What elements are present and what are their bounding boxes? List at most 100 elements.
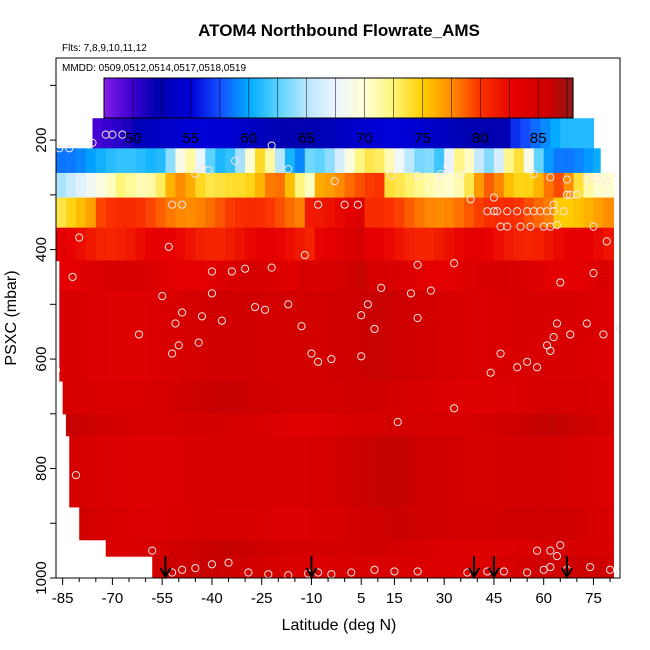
heatmap-cell xyxy=(318,435,329,508)
heatmap-cell xyxy=(155,197,167,229)
colorbar-cell xyxy=(239,78,243,118)
colorbar-cell xyxy=(419,78,422,118)
heatmap-cell xyxy=(576,290,588,382)
heatmap-cell xyxy=(205,172,216,199)
heatmap-cell xyxy=(165,197,177,229)
heatmap-cell xyxy=(89,290,100,382)
heatmap-cell xyxy=(590,118,595,149)
flight-point xyxy=(413,313,422,323)
heatmap-cell xyxy=(596,435,608,508)
heatmap-cell xyxy=(507,260,518,292)
heatmap-cell xyxy=(606,290,614,382)
heatmap-cell xyxy=(497,260,508,292)
heatmap-cell xyxy=(540,118,551,149)
colorbar-cell xyxy=(257,78,261,118)
flight-point xyxy=(88,138,97,147)
heatmap-cell xyxy=(507,506,518,541)
heatmap-cell xyxy=(65,148,77,174)
colorbar-cell xyxy=(567,78,570,118)
heatmap-cell xyxy=(138,380,150,415)
colorbar-cell xyxy=(339,78,343,118)
heatmap-cell xyxy=(354,197,366,229)
colorbar-cell xyxy=(507,78,510,118)
heatmap-cell xyxy=(145,172,157,199)
heatmap-cell xyxy=(391,118,402,149)
heatmap-cell xyxy=(132,118,143,149)
heatmap-cell xyxy=(377,556,389,578)
heatmap-cell xyxy=(192,118,203,149)
heatmap-cell xyxy=(168,506,180,541)
heatmap-cell xyxy=(454,197,465,229)
heatmap-cell xyxy=(371,118,382,149)
colorbar-cell xyxy=(227,78,231,118)
colorbar-cell xyxy=(465,78,468,118)
heatmap-cell xyxy=(381,118,392,149)
heatmap-cell xyxy=(288,435,299,508)
colorbar-cell xyxy=(445,78,448,118)
heatmap-cell xyxy=(278,290,289,382)
heatmap-cell xyxy=(527,556,538,578)
colorbar-cell xyxy=(285,78,289,118)
x-tick-label: 5 xyxy=(357,590,365,607)
colorbar-cell xyxy=(463,78,466,118)
heatmap-cell xyxy=(417,539,429,557)
flight-point xyxy=(523,207,532,216)
heatmap-cell xyxy=(198,380,210,415)
flight-point xyxy=(207,289,217,298)
flight-point xyxy=(523,568,532,577)
heatmap-cell xyxy=(493,172,505,199)
heatmap-cell xyxy=(361,118,372,149)
heatmap-cell xyxy=(434,148,445,174)
colorbar-cell xyxy=(335,78,339,118)
flight-point xyxy=(529,207,538,216)
colorbar-cell xyxy=(561,78,564,118)
heatmap-cell xyxy=(115,227,127,262)
colorbar-cell xyxy=(429,78,432,118)
heatmap-cell xyxy=(308,539,319,557)
colorbar-cell xyxy=(565,78,568,118)
flight-point xyxy=(436,169,445,179)
colorbar-cell xyxy=(155,78,159,118)
heatmap-cell xyxy=(188,539,200,557)
heatmap-cell xyxy=(434,227,445,262)
flight-point xyxy=(516,222,525,231)
colorbar-cell xyxy=(343,78,347,118)
heatmap-cell xyxy=(357,413,369,437)
heatmap-cell xyxy=(338,413,349,437)
heatmap-cell xyxy=(454,148,465,174)
colorbar-cell xyxy=(401,78,404,118)
heatmap-cell xyxy=(437,290,449,382)
flight-point xyxy=(586,562,595,572)
heatmap-cell xyxy=(457,290,468,382)
heatmap-cell xyxy=(394,227,405,262)
colorbar-cell xyxy=(483,78,486,118)
colorbar-cell xyxy=(167,78,171,118)
heatmap-cell xyxy=(89,506,100,541)
colorbar-cell xyxy=(107,78,111,118)
heatmap-cell xyxy=(437,539,449,557)
heatmap-cell xyxy=(357,380,369,415)
flight-point xyxy=(582,174,591,183)
colorbar-cell xyxy=(525,78,528,118)
flight-points xyxy=(56,130,620,578)
heatmap-cell xyxy=(487,556,498,578)
heatmap-cell xyxy=(241,118,253,149)
heatmap-cell xyxy=(338,539,349,557)
heatmap-cell xyxy=(573,197,585,229)
heatmap-cell xyxy=(99,435,110,508)
heatmap-cell xyxy=(318,290,329,382)
heatmap-cell xyxy=(464,172,475,199)
colorbar-cell xyxy=(237,78,241,118)
heatmap-cell xyxy=(427,539,439,557)
heatmap-cell xyxy=(135,172,147,199)
colorbar-cell xyxy=(549,78,552,118)
flight-point xyxy=(217,316,226,325)
heatmap-cell xyxy=(235,148,246,174)
heatmap-cell xyxy=(284,172,296,199)
flight-point xyxy=(559,207,568,216)
heatmap-cell xyxy=(321,118,332,149)
heatmap-cell xyxy=(417,435,429,508)
heatmap-cell xyxy=(128,506,140,541)
heatmap-cell xyxy=(576,413,588,437)
flight-point xyxy=(353,200,363,209)
